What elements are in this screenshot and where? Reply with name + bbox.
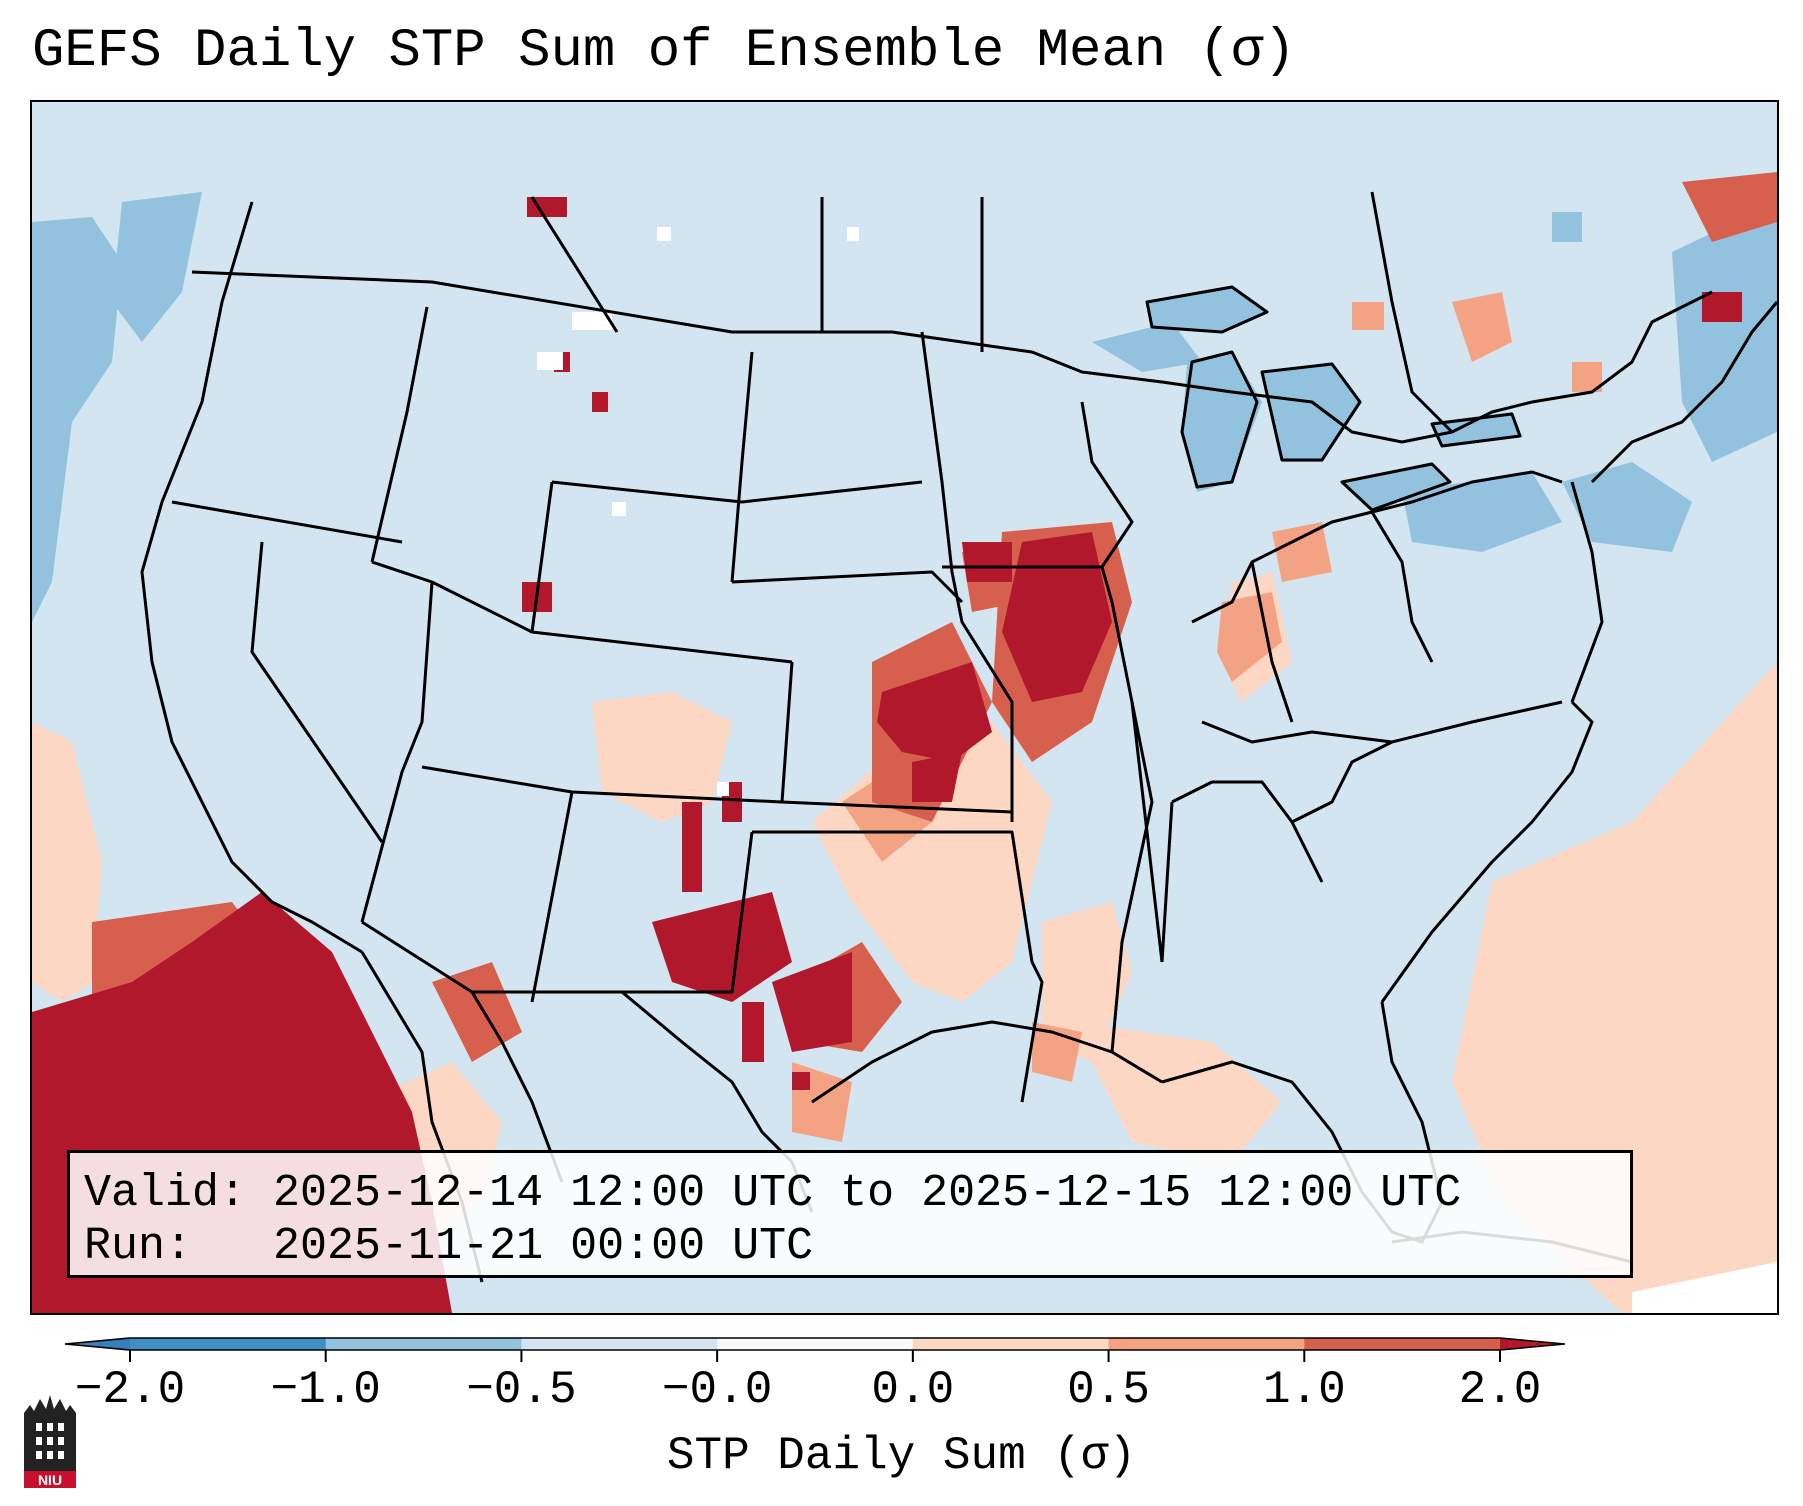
- colorbar-ticks: [129, 1350, 1501, 1362]
- colorbar-tick-label: 0.5: [1067, 1364, 1150, 1416]
- colorbar-tick-label: 2.0: [1458, 1364, 1542, 1416]
- colorbar: [64, 1337, 1566, 1362]
- colorbar-bin: [130, 1338, 327, 1350]
- colorbar-bin: [717, 1338, 914, 1350]
- colorbar-bin: [1500, 1338, 1565, 1350]
- political-boundaries: [140, 191, 1777, 1283]
- colorbar-bins: [64, 1337, 1566, 1351]
- map-canvas: [32, 172, 1777, 1313]
- run-line: Run: 2025-11-21 00:00 UTC: [84, 1220, 1630, 1273]
- colorbar-bin: [912, 1338, 1110, 1350]
- colorbar-tick-label: −0.0: [661, 1364, 773, 1416]
- colorbar-bin: [1304, 1338, 1501, 1350]
- colorbar-bin: [325, 1338, 522, 1350]
- colorbar-bin: [1108, 1338, 1305, 1350]
- colorbar-tick-label: −2.0: [74, 1364, 186, 1416]
- valid-range: 2025-12-14 12:00 UTC to 2025-12-15 12:00…: [273, 1168, 1462, 1219]
- colorbar-bin: [521, 1338, 718, 1350]
- stp-anomaly-field: [32, 172, 1777, 1313]
- colorbar-tick-label: 0.0: [871, 1364, 955, 1416]
- map-panel: [30, 100, 1779, 1315]
- niu-logo: NIU: [24, 1395, 76, 1488]
- run-label: Run:: [84, 1221, 193, 1272]
- valid-run-info-box: Valid: 2025-12-14 12:00 UTC to 2025-12-1…: [67, 1150, 1633, 1278]
- colorbar-tick-label: −0.5: [466, 1364, 577, 1416]
- valid-line: Valid: 2025-12-14 12:00 UTC to 2025-12-1…: [84, 1167, 1630, 1220]
- colorbar-tick-label: −1.0: [270, 1364, 381, 1416]
- run-time: 2025-11-21 00:00 UTC: [273, 1221, 814, 1272]
- valid-label: Valid:: [84, 1168, 247, 1219]
- colorbar-bin: [65, 1338, 130, 1350]
- page-title: GEFS Daily STP Sum of Ensemble Mean (σ): [32, 21, 1296, 82]
- colorbar-tick-label: 1.0: [1262, 1364, 1346, 1416]
- niu-logo-text: NIU: [38, 1472, 62, 1488]
- colorbar-label: STP Daily Sum (σ): [666, 1430, 1137, 1482]
